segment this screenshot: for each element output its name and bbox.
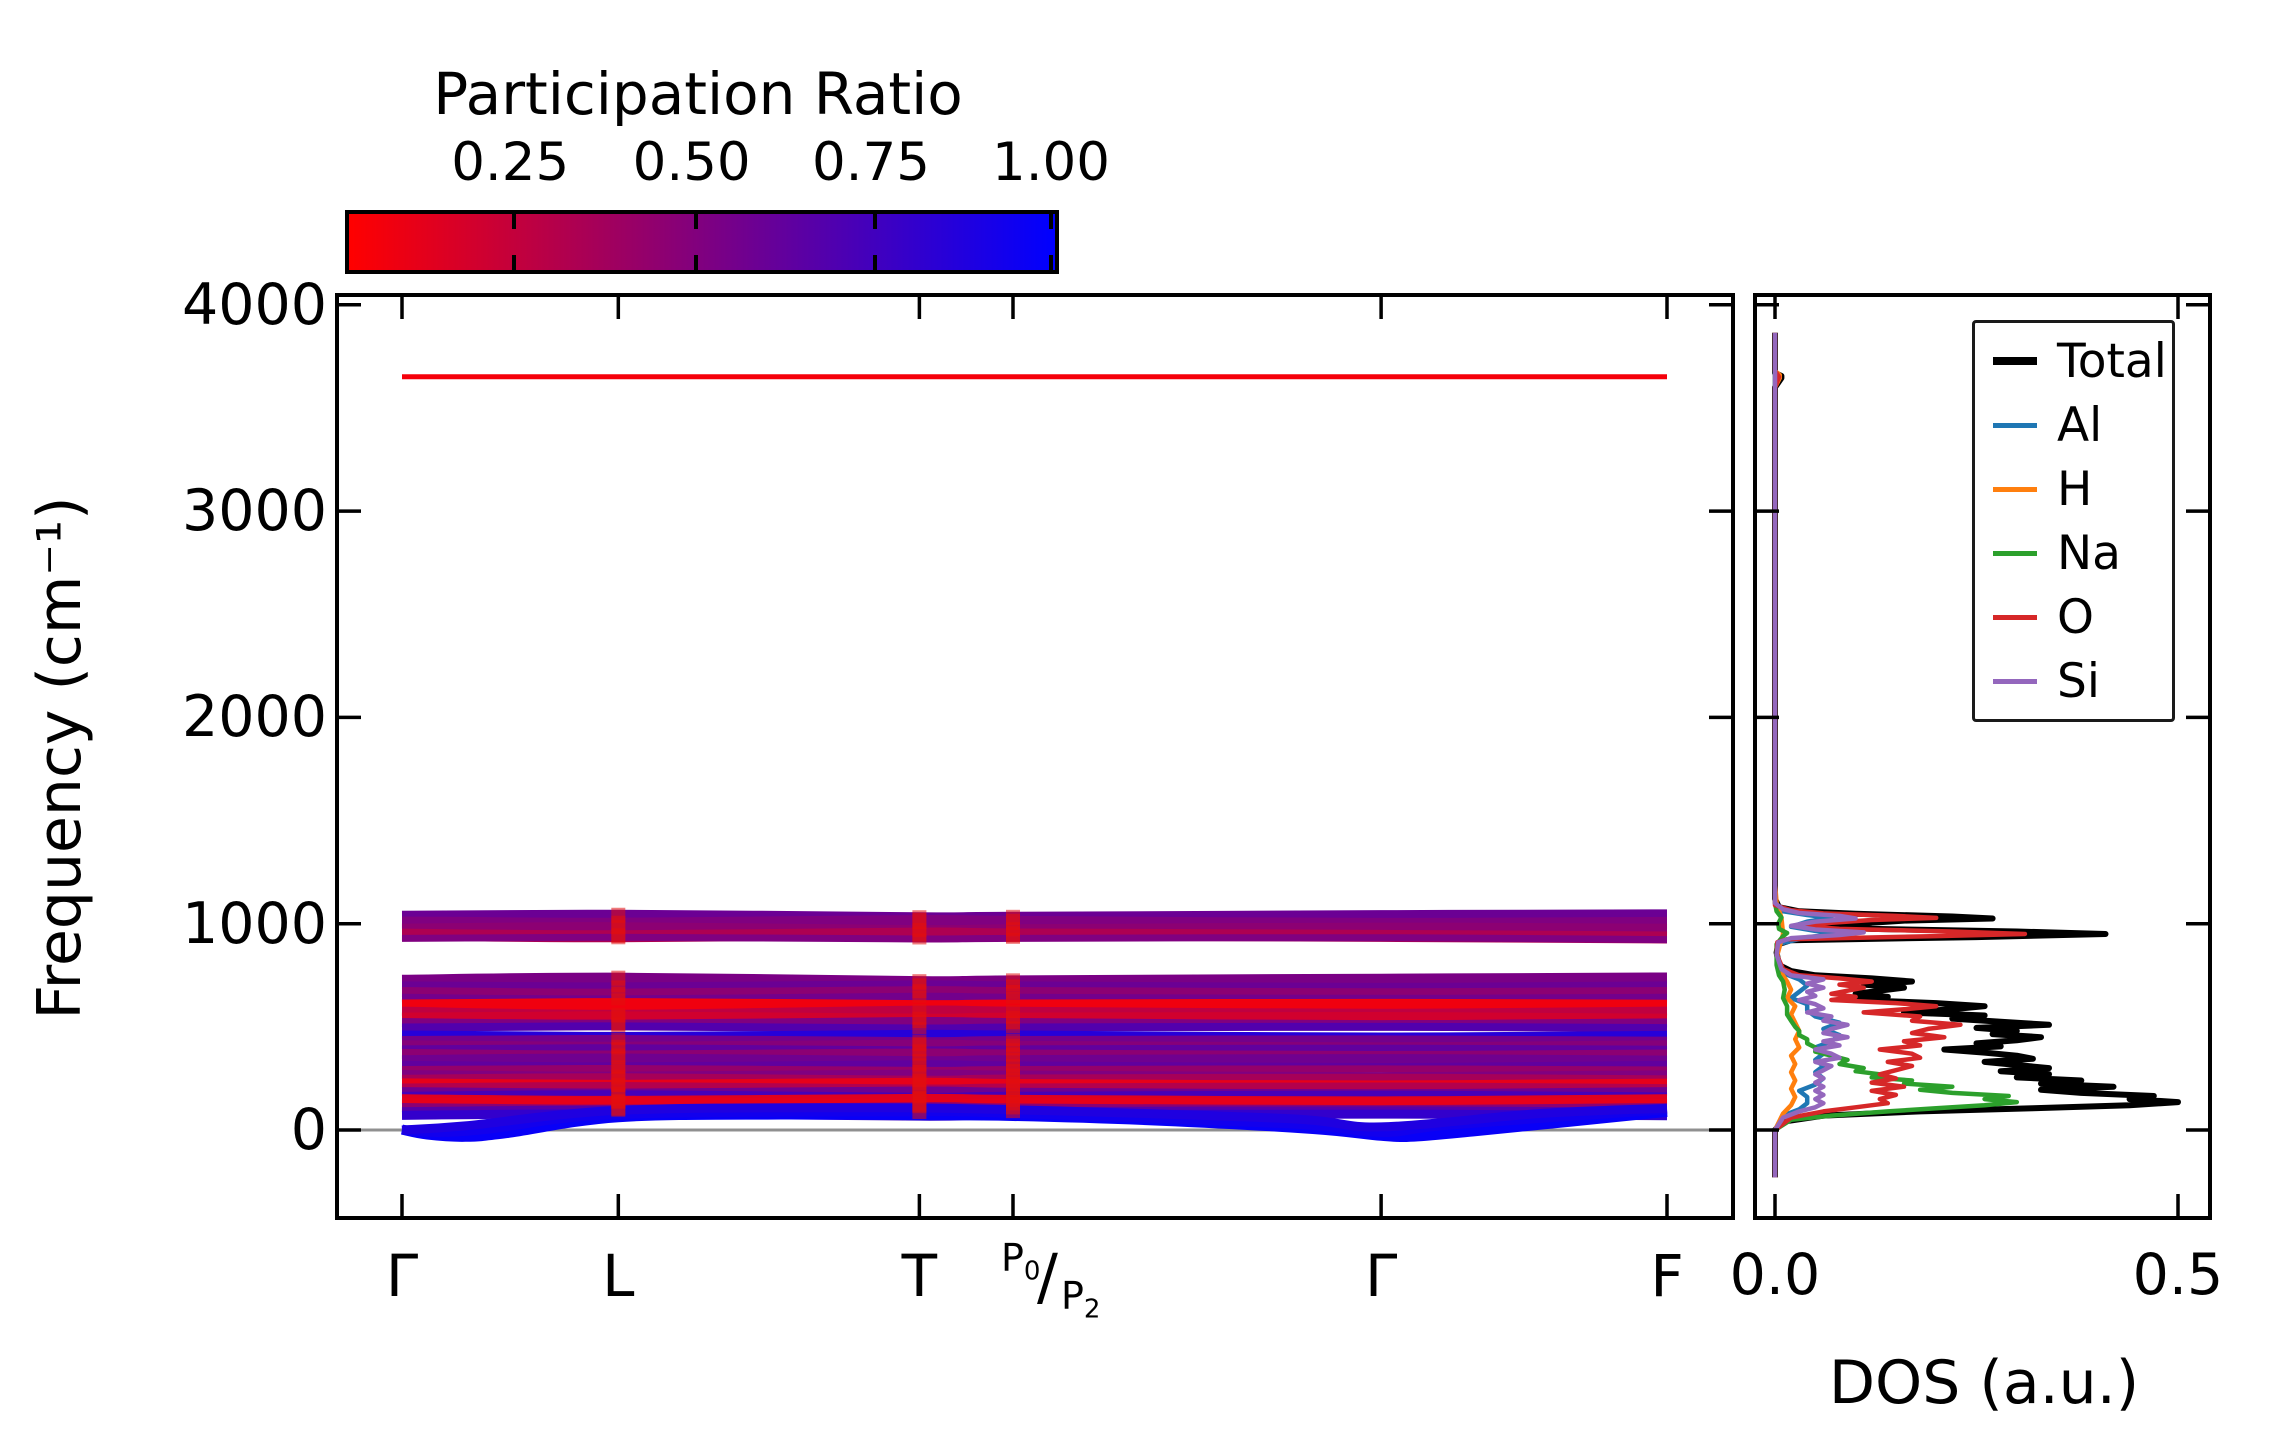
- low-pr-streak: [912, 1022, 927, 1035]
- low-pr-streak: [611, 1063, 626, 1075]
- colorbar-tick: [693, 214, 698, 229]
- kpoint-label-f: F: [1650, 1242, 1684, 1310]
- dos-curve-o: [1772, 332, 2028, 1178]
- phonon-band: [401, 998, 1668, 1014]
- colorbar: [345, 210, 1059, 274]
- band-ytick-label: 3000: [181, 478, 327, 545]
- legend-row-h: H: [1993, 462, 2172, 517]
- dos-curve-al: [1772, 332, 1842, 1178]
- legend-label: Al: [2057, 397, 2103, 453]
- dos-curve-si: [1772, 332, 1866, 1178]
- legend-line-icon: [1993, 550, 2037, 556]
- band-ytick-label: 2000: [181, 684, 327, 751]
- kpoint-label-γ: Γ: [385, 1242, 419, 1310]
- legend-line-icon: [1993, 357, 2037, 365]
- legend-label: H: [2057, 461, 2093, 517]
- colorbar-tick: [872, 255, 877, 270]
- band-ytick-label: 4000: [181, 271, 327, 338]
- colorbar-tick: [693, 255, 698, 270]
- legend-label: Total: [2057, 333, 2167, 389]
- kpoint-label-l: L: [602, 1242, 635, 1310]
- legend-row-si: Si: [1993, 654, 2172, 709]
- legend-row-total: Total: [1993, 334, 2172, 389]
- legend-label: Si: [2057, 653, 2100, 709]
- phonon-band: [401, 980, 1668, 991]
- low-pr-streak: [611, 993, 626, 1006]
- colorbar-tick: [1049, 214, 1053, 229]
- phonon-band: [401, 1011, 1668, 1023]
- low-pr-streak: [1005, 991, 1020, 1004]
- axes: [335, 293, 2212, 1220]
- band-axes-box: [335, 293, 1735, 1220]
- colorbar-tick: [512, 214, 517, 229]
- band-ylabel: Frequency (cm⁻¹): [25, 496, 95, 1020]
- colorbar-tick-label: 0.25: [451, 132, 570, 193]
- phonon-band: [401, 986, 1668, 999]
- dos-xtick-label: 0.5: [2132, 1242, 2224, 1308]
- band-ytick-label: 0: [290, 1097, 327, 1163]
- phonon-band: [401, 972, 1668, 988]
- colorbar-tick: [872, 214, 877, 229]
- kpoint-label-p0p2: P0/P2: [1000, 1236, 1101, 1325]
- dos-curves: [1772, 332, 2181, 1178]
- low-pr-streak: [1005, 1021, 1020, 1034]
- low-pr-streak: [611, 1020, 626, 1033]
- low-pr-streak: [1005, 1105, 1020, 1119]
- legend-line-icon: [1993, 678, 2037, 684]
- phonon-band: [401, 933, 1668, 944]
- band-ytick-label: 1000: [181, 890, 327, 957]
- kpoint-label-t: T: [901, 1242, 938, 1310]
- kpoint-label-γ: Γ: [1364, 1242, 1398, 1310]
- colorbar-tick: [1049, 255, 1053, 270]
- low-pr-streak: [1005, 932, 1020, 944]
- colorbar-gradient: [349, 214, 1055, 270]
- legend-row-na: Na: [1993, 526, 2172, 581]
- phonon-band: [401, 1022, 1668, 1033]
- band-structure-lines: [400, 374, 1668, 1143]
- low-pr-streak: [912, 933, 927, 945]
- dos-curve-total: [1772, 332, 2181, 1178]
- dos-legend: Total Al H Na O Si: [1972, 320, 2175, 722]
- legend-line-icon: [1993, 486, 2037, 492]
- legend-line-icon: [1993, 422, 2037, 428]
- dos-xlabel: DOS (a.u.): [1828, 1348, 2140, 1418]
- legend-row-o: O: [1993, 590, 2172, 645]
- legend-line-icon: [1993, 614, 2037, 620]
- colorbar-tick: [512, 255, 517, 270]
- colorbar-tick-label: 0.50: [632, 132, 751, 193]
- kpoint-low-pr-streaks: [611, 907, 1020, 1119]
- colorbar-tick-label: 0.75: [811, 132, 930, 193]
- dos-xtick-label: 0.0: [1729, 1242, 1821, 1308]
- colorbar-title: Participation Ratio: [433, 60, 963, 128]
- dos-curve-h: [1772, 332, 1802, 1178]
- low-pr-streak: [611, 1103, 626, 1117]
- low-pr-streak: [912, 1105, 927, 1119]
- legend-label: O: [2057, 589, 2094, 645]
- phonon-band: [401, 1035, 1668, 1046]
- low-pr-streak: [611, 931, 626, 943]
- dos-axes-box: [1753, 293, 2212, 1220]
- legend-label: Na: [2057, 525, 2121, 581]
- low-pr-streak: [912, 990, 927, 1003]
- phonon-band: [401, 1065, 1668, 1074]
- phonon-band: [401, 1053, 1668, 1066]
- colorbar-tick-label: 1.00: [991, 132, 1111, 193]
- legend-row-al: Al: [1993, 398, 2172, 453]
